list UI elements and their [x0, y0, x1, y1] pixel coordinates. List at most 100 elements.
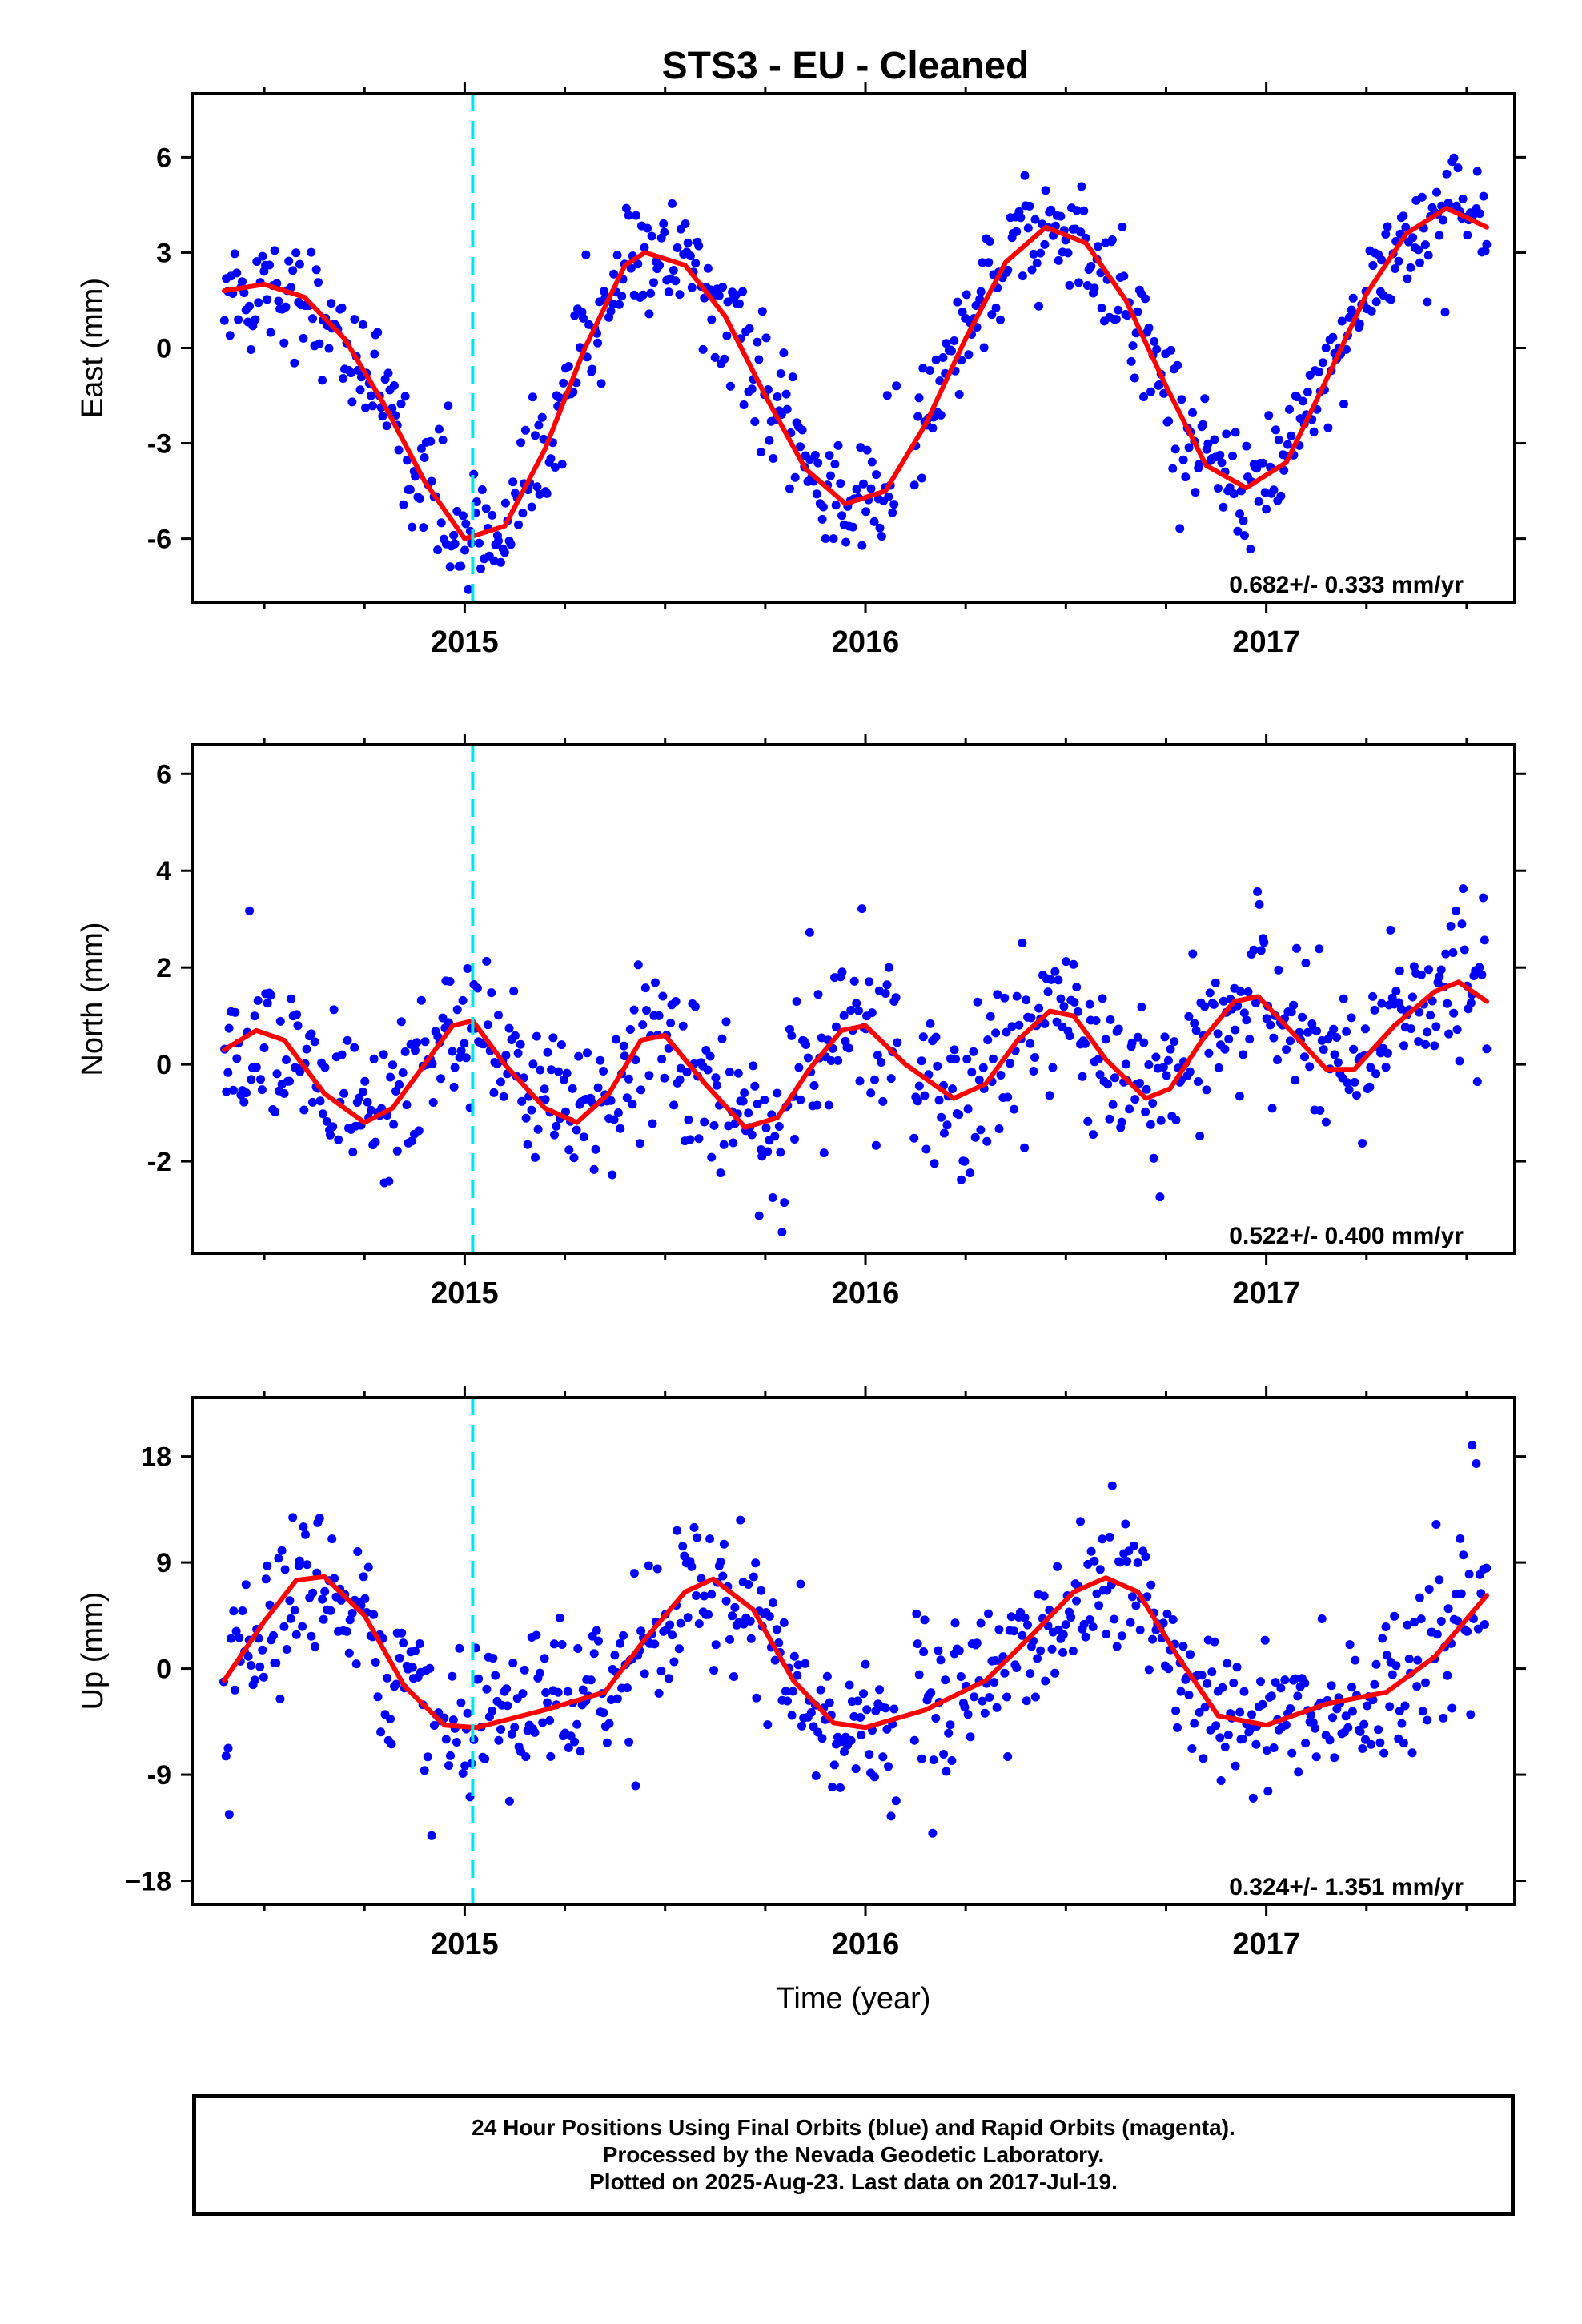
north-data-point: [1391, 987, 1401, 996]
north-data-point: [1078, 1072, 1087, 1081]
up-data-point: [1033, 1654, 1042, 1663]
north-data-point: [334, 1135, 343, 1144]
up-data-point: [636, 1626, 646, 1636]
up-data-point: [1215, 1733, 1225, 1743]
north-data-point: [1091, 1016, 1101, 1025]
north-data-point: [1191, 1026, 1201, 1035]
north-data-point: [855, 1076, 865, 1086]
up-data-points: [219, 1441, 1492, 1840]
up-y-axis-label: Up (mm): [76, 1592, 110, 1711]
east-xtick-label: 2016: [832, 625, 900, 659]
up-data-point: [1112, 1642, 1122, 1651]
north-data-point: [450, 1063, 460, 1072]
east-data-point: [812, 489, 821, 499]
up-data-point: [972, 1638, 982, 1648]
up-data-point: [303, 1560, 312, 1570]
up-data-point: [746, 1634, 756, 1643]
up-data-point: [1416, 1614, 1426, 1624]
north-data-point: [1188, 949, 1198, 959]
up-data-point: [846, 1735, 856, 1745]
up-data-point: [274, 1554, 283, 1563]
up-data-point: [947, 1756, 957, 1765]
north-data-point: [299, 1105, 309, 1115]
north-data-point: [1321, 1117, 1331, 1127]
up-data-point: [994, 1625, 1004, 1634]
up-data-point: [1390, 1611, 1399, 1621]
north-data-point: [873, 1051, 882, 1060]
north-data-point: [877, 1058, 886, 1067]
east-panel: -6 -3 0 3 6 2015 2016 2017 East (mm) 0.682+/- 0.3…: [76, 82, 1526, 659]
north-data-point: [1133, 1032, 1142, 1042]
up-data-point: [931, 1714, 941, 1723]
north-data-point: [644, 1071, 654, 1080]
east-data-point: [426, 436, 436, 446]
east-data-point: [739, 400, 749, 409]
east-data-point: [1133, 307, 1142, 316]
east-data-point: [1368, 261, 1378, 270]
east-data-point: [991, 303, 1001, 312]
north-data-point: [292, 1010, 302, 1019]
north-data-point: [803, 1053, 813, 1063]
east-ytick-label: -6: [147, 525, 171, 555]
north-data-point: [809, 1081, 819, 1090]
north-data-point: [1370, 1005, 1379, 1015]
east-data-point: [370, 349, 379, 359]
up-data-point: [772, 1625, 781, 1634]
up-data-point: [1220, 1743, 1230, 1751]
up-data-point: [884, 1762, 893, 1771]
up-data-point: [1378, 1634, 1387, 1643]
east-data-point: [291, 248, 301, 258]
east-data-point: [1173, 360, 1182, 370]
up-data-point: [1287, 1748, 1297, 1758]
up-data-point: [1248, 1793, 1258, 1803]
north-data-point: [1070, 998, 1079, 1007]
east-data-point: [408, 522, 417, 532]
north-xtick-label: 2015: [431, 1277, 499, 1310]
east-data-point: [500, 548, 509, 557]
east-data-point: [643, 223, 652, 233]
north-data-point: [914, 1081, 924, 1091]
north-data-point: [651, 978, 660, 987]
up-data-point: [856, 1713, 865, 1722]
north-data-point: [285, 1076, 294, 1086]
north-data-point: [1291, 1076, 1300, 1085]
up-data-point: [353, 1547, 363, 1556]
north-data-point: [622, 1093, 632, 1103]
east-data-point: [378, 412, 387, 421]
north-data-point: [1202, 1085, 1211, 1095]
up-data-point: [1171, 1706, 1181, 1715]
north-data-point: [1315, 1106, 1325, 1115]
east-data-point: [875, 523, 885, 533]
up-data-point: [624, 1737, 634, 1747]
up-data-point: [693, 1533, 702, 1542]
east-data-point: [579, 313, 588, 323]
east-data-point: [781, 389, 791, 399]
north-data-point: [813, 990, 823, 999]
north-data-point: [1239, 1050, 1248, 1059]
north-data-point: [1377, 999, 1387, 1008]
up-ytick-label: 0: [156, 1655, 171, 1685]
east-data-point: [1262, 505, 1271, 514]
north-data-point: [1332, 1033, 1342, 1042]
up-data-point: [446, 1751, 455, 1760]
east-data-point: [1018, 271, 1027, 281]
north-data-point: [1253, 887, 1263, 896]
up-data-point: [391, 1679, 401, 1689]
north-data-point: [1446, 921, 1456, 931]
east-data-point: [1178, 455, 1188, 464]
up-data-point: [1203, 1679, 1212, 1688]
north-data-point: [960, 1156, 970, 1166]
north-data-point: [1342, 1027, 1351, 1036]
footer-line-1: 24 Hour Positions Using Final Orbits (bl…: [472, 2115, 1235, 2140]
east-data-point: [318, 376, 327, 385]
north-data-point: [682, 1068, 692, 1077]
up-data-point: [1482, 1563, 1492, 1573]
up-data-point: [342, 1626, 351, 1636]
up-data-point: [371, 1658, 380, 1667]
north-data-point: [1139, 1038, 1149, 1047]
north-data-point: [472, 983, 482, 993]
north-data-point: [1114, 1024, 1123, 1034]
up-data-point: [789, 1651, 799, 1661]
east-data-point: [978, 258, 987, 267]
east-data-point: [861, 507, 871, 517]
